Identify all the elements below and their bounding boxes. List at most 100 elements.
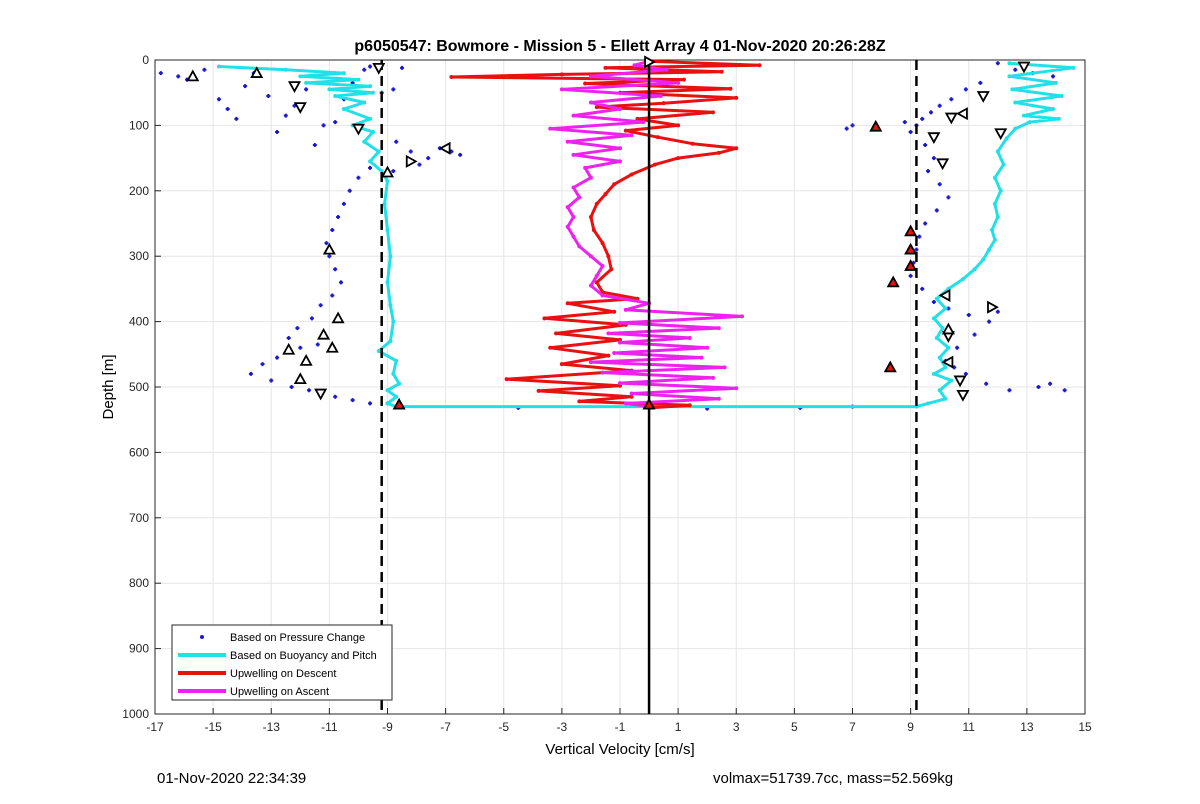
x-axis-label: Vertical Velocity [cm/s] [545,741,694,758]
data-point [902,120,907,125]
x-tick-label: -13 [263,720,281,734]
data-point [629,391,634,396]
data-point [321,123,326,128]
data-point [350,398,355,403]
data-point [324,241,329,246]
data-point [594,273,599,278]
data-point [158,71,163,76]
data-point [990,228,994,233]
data-point [1051,74,1056,79]
data-point [283,113,288,118]
x-tick-label: 11 [963,720,976,734]
x-tick-label: 1 [675,720,682,734]
marker-triangle-down [1017,61,1031,74]
data-point [295,326,300,331]
data-point [1013,126,1018,131]
marker-triangle-down [287,81,302,94]
data-point [368,401,373,406]
data-point [987,247,992,252]
data-point [571,185,576,190]
data-point [655,135,660,140]
data-point [934,296,939,301]
data-point [629,394,634,399]
data-point [716,396,721,401]
data-point [275,355,280,360]
chart-title: p6050547: Bowmore - Mission 5 - Ellett A… [354,38,885,55]
data-point [449,75,454,80]
data-point [917,234,922,239]
x-tick-label: 7 [849,720,856,734]
data-point [333,93,338,98]
data-point [362,67,367,72]
data-point [844,126,849,131]
y-tick-label: 500 [129,380,149,394]
data-point [588,100,593,105]
data-point [571,214,576,219]
data-point [603,65,608,70]
y-tick-label: 100 [129,118,149,132]
data-point [385,228,390,233]
data-point [225,107,230,112]
data-point [658,93,663,98]
data-point [734,95,739,100]
data-point [368,159,373,164]
marker-triangle-down [293,102,307,114]
data-point [388,339,393,344]
data-point [536,388,541,393]
data-point [594,201,599,206]
x-tick-label: 9 [907,720,914,734]
marker-triangle-down [372,62,386,75]
data-point [955,345,960,350]
data-point [931,299,936,304]
data-point [931,371,936,376]
marker-triangle-left [938,288,951,302]
reference-lines [380,60,918,714]
data-point [734,146,739,151]
data-point [1059,93,1064,98]
x-tick-label: -15 [204,720,222,734]
data-point [687,403,692,408]
data-point [397,381,402,386]
data-point [417,162,422,167]
data-point [618,381,622,386]
data-point [661,101,666,106]
legend-swatch-based-on-pressure-change [200,635,204,639]
data-point [603,192,608,197]
data-point [1036,385,1041,389]
data-point [1071,65,1076,70]
marker-triangle-up [904,224,918,237]
data-point [937,388,942,393]
marker-triangle-up [904,242,918,255]
marker-triangle-down [956,389,970,402]
data-point [623,401,628,406]
data-point [618,107,622,112]
data-point [943,396,948,401]
data-point [370,90,375,95]
series-upwelling-on-ascent [548,59,745,409]
data-point [734,386,739,391]
data-point [571,113,576,118]
x-tick-label: -5 [498,720,509,734]
data-point [341,107,346,112]
data-point [949,97,954,102]
marker-triangle-up [250,66,264,78]
data-point [629,172,634,177]
legend-label: Based on Buoyancy and Pitch [230,650,377,662]
marker-triangle-up [869,119,883,132]
data-point [705,345,710,350]
data-point [600,241,605,246]
data-point [676,123,681,128]
x-tick-label: 15 [1078,720,1092,734]
data-point [275,129,280,134]
data-point [315,342,320,347]
data-point [978,80,983,85]
data-point [618,159,622,164]
data-point [641,120,646,125]
marker-triangle-down [351,123,365,136]
data-point [304,87,309,92]
data-point [391,319,396,324]
series-line [449,59,761,410]
x-tick-label: -9 [382,720,393,734]
data-point [362,139,367,144]
data-point [687,335,692,340]
